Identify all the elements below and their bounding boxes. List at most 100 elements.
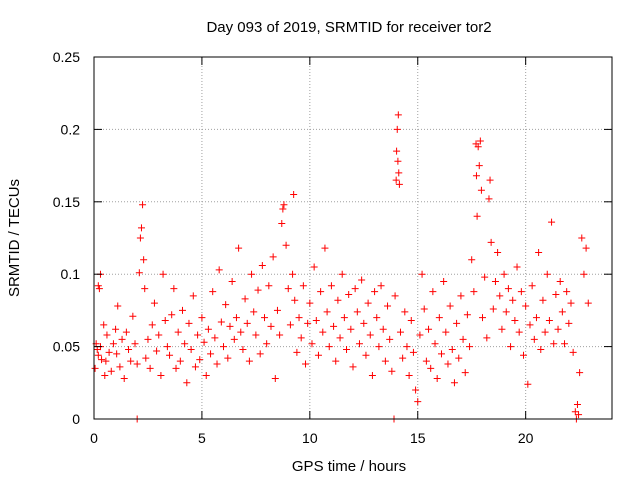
data-point xyxy=(222,301,230,309)
data-point xyxy=(362,351,370,359)
data-point xyxy=(139,201,147,209)
data-point xyxy=(94,351,102,359)
data-point xyxy=(375,343,383,351)
data-point xyxy=(395,169,403,177)
data-point xyxy=(109,340,117,348)
data-point xyxy=(286,321,294,329)
data-point xyxy=(185,319,193,327)
data-point xyxy=(487,238,495,246)
data-point xyxy=(243,319,251,327)
data-point xyxy=(399,354,407,362)
data-point xyxy=(392,176,400,184)
data-point xyxy=(528,282,536,290)
data-point xyxy=(232,314,240,322)
data-point xyxy=(314,351,322,359)
data-point xyxy=(248,270,256,278)
data-point xyxy=(254,286,262,294)
data-point xyxy=(107,367,115,375)
data-point xyxy=(310,263,318,271)
data-point xyxy=(515,328,523,336)
data-point xyxy=(209,288,217,296)
data-point xyxy=(159,270,167,278)
data-point xyxy=(338,270,346,278)
data-point xyxy=(481,273,489,281)
data-point xyxy=(230,335,238,343)
data-point xyxy=(325,343,333,351)
x-tick-label: 15 xyxy=(410,430,426,446)
data-point xyxy=(273,306,281,314)
data-point xyxy=(524,380,532,388)
data-point xyxy=(444,360,452,368)
data-point xyxy=(513,263,521,271)
data-point xyxy=(360,319,368,327)
y-tick-label: 0.15 xyxy=(53,194,80,210)
data-point xyxy=(146,364,154,372)
data-point xyxy=(91,364,99,372)
data-point xyxy=(437,350,445,358)
data-point xyxy=(353,308,361,316)
data-point xyxy=(207,350,215,358)
data-point xyxy=(265,282,273,290)
data-point xyxy=(256,350,264,358)
data-point xyxy=(250,308,258,316)
data-point xyxy=(567,299,575,307)
data-point xyxy=(550,340,558,348)
data-point xyxy=(565,319,573,327)
data-point xyxy=(161,317,169,325)
data-point xyxy=(412,386,420,394)
data-point xyxy=(140,256,148,264)
data-point xyxy=(170,285,178,293)
data-point xyxy=(340,314,348,322)
data-point xyxy=(394,111,402,119)
data-point xyxy=(450,379,458,387)
data-point xyxy=(573,401,581,409)
data-point xyxy=(135,269,143,277)
data-point xyxy=(407,317,415,325)
y-tick-label: 0.05 xyxy=(53,339,80,355)
data-point xyxy=(125,345,133,353)
data-point xyxy=(584,299,592,307)
data-point xyxy=(558,308,566,316)
data-point xyxy=(433,374,441,382)
data-point xyxy=(103,331,111,339)
x-tick-label: 10 xyxy=(302,430,318,446)
data-point xyxy=(136,234,144,242)
data-point xyxy=(409,348,417,356)
x-axis-label: GPS time / hours xyxy=(292,458,406,475)
data-point xyxy=(388,367,396,375)
data-point xyxy=(323,308,331,316)
data-point xyxy=(168,311,176,319)
data-point xyxy=(422,357,430,365)
x-tick-label: 20 xyxy=(518,430,534,446)
data-point xyxy=(537,345,545,353)
data-point xyxy=(485,195,493,203)
data-point xyxy=(148,321,156,329)
data-point xyxy=(191,363,199,371)
y-tick-label: 0.2 xyxy=(61,121,81,137)
data-point xyxy=(418,270,426,278)
data-point xyxy=(211,334,219,342)
x-tick-label: 5 xyxy=(198,430,206,446)
data-points xyxy=(91,111,592,423)
data-point xyxy=(420,305,428,313)
data-point xyxy=(319,328,327,336)
data-point xyxy=(321,244,329,252)
data-point xyxy=(306,299,314,307)
data-point xyxy=(116,363,124,371)
data-point xyxy=(474,143,482,151)
data-point xyxy=(405,372,413,380)
data-point xyxy=(580,270,588,278)
data-point xyxy=(98,356,106,364)
data-point xyxy=(416,331,424,339)
data-point xyxy=(489,305,497,313)
data-point xyxy=(102,357,110,365)
data-point xyxy=(150,299,158,307)
data-point xyxy=(476,137,484,145)
data-point xyxy=(384,302,392,310)
data-point xyxy=(295,314,303,322)
data-point xyxy=(511,317,519,325)
data-point xyxy=(457,292,465,300)
data-point xyxy=(172,364,180,372)
data-point xyxy=(541,328,549,336)
data-point xyxy=(327,282,335,290)
